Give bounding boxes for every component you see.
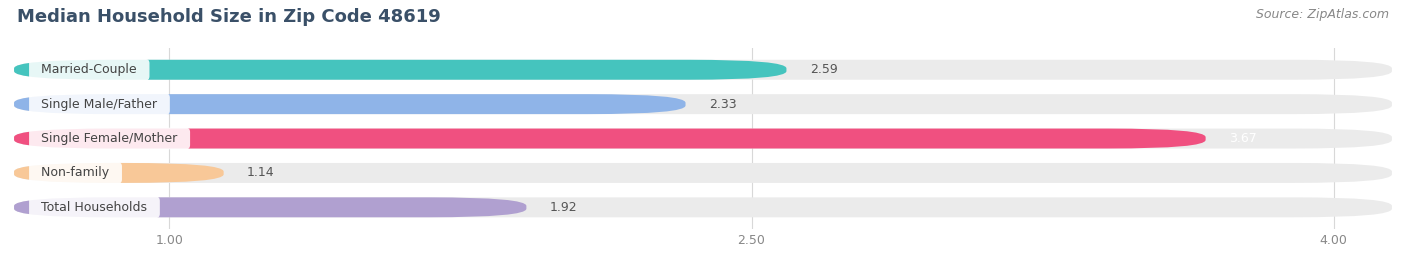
Text: Median Household Size in Zip Code 48619: Median Household Size in Zip Code 48619 bbox=[17, 8, 440, 26]
Text: Single Male/Father: Single Male/Father bbox=[34, 98, 166, 111]
FancyBboxPatch shape bbox=[14, 94, 686, 114]
Text: 3.67: 3.67 bbox=[1229, 132, 1257, 145]
Text: 1.14: 1.14 bbox=[247, 167, 274, 179]
Text: Single Female/Mother: Single Female/Mother bbox=[34, 132, 186, 145]
FancyBboxPatch shape bbox=[14, 197, 1392, 217]
FancyBboxPatch shape bbox=[14, 163, 1392, 183]
Text: 2.33: 2.33 bbox=[709, 98, 737, 111]
FancyBboxPatch shape bbox=[14, 94, 1392, 114]
Text: 1.92: 1.92 bbox=[550, 201, 578, 214]
FancyBboxPatch shape bbox=[14, 129, 1205, 148]
FancyBboxPatch shape bbox=[14, 129, 1392, 148]
Text: Non-family: Non-family bbox=[34, 167, 118, 179]
FancyBboxPatch shape bbox=[14, 163, 224, 183]
Text: Source: ZipAtlas.com: Source: ZipAtlas.com bbox=[1256, 8, 1389, 21]
Text: Total Households: Total Households bbox=[34, 201, 156, 214]
FancyBboxPatch shape bbox=[14, 197, 526, 217]
Text: 2.59: 2.59 bbox=[810, 63, 838, 76]
Text: Married-Couple: Married-Couple bbox=[34, 63, 145, 76]
FancyBboxPatch shape bbox=[14, 60, 786, 80]
FancyBboxPatch shape bbox=[14, 60, 1392, 80]
